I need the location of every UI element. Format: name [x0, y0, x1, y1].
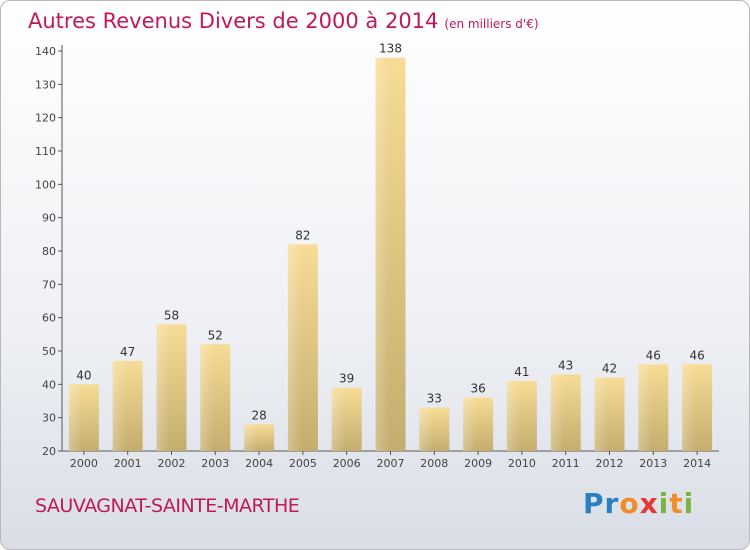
y-tick-label: 90: [42, 212, 56, 225]
chart-title: Autres Revenus Divers de 2000 à 2014 (en …: [28, 9, 539, 33]
y-tick-label: 30: [42, 412, 56, 425]
x-tick-label: 2002: [158, 457, 186, 470]
data-label: 46: [689, 348, 704, 362]
bar-highlight: [331, 387, 346, 451]
logo-letter: r: [604, 487, 620, 520]
bar-highlight: [68, 384, 83, 451]
x-tick-label: 2004: [245, 457, 273, 470]
x-tick-label: 2007: [377, 457, 405, 470]
x-tick-label: 2003: [201, 457, 229, 470]
logo-letter: i: [658, 487, 670, 520]
x-tick-label: 2014: [683, 457, 711, 470]
bar-highlight: [682, 364, 696, 451]
y-tick-label: 20: [42, 445, 56, 458]
data-label: 138: [379, 42, 402, 56]
bar-highlight: [375, 57, 389, 452]
logo-letter: t: [669, 487, 684, 520]
bar-highlight: [638, 364, 652, 451]
logo-letter: x: [639, 487, 659, 520]
bar-highlight: [200, 344, 214, 451]
y-tick-label: 140: [35, 45, 56, 58]
bar-highlight: [156, 324, 170, 451]
x-tick-label: 2000: [70, 457, 98, 470]
data-label: 43: [558, 358, 573, 372]
y-tick-label: 40: [42, 378, 56, 391]
x-tick-label: 2013: [639, 457, 667, 470]
bar-highlight: [506, 381, 521, 451]
y-tick-label: 50: [42, 345, 56, 358]
proxiti-logo: Proxiti: [583, 487, 694, 520]
data-label: 33: [427, 392, 442, 406]
logo-letter: i: [683, 487, 695, 520]
y-tick-label: 130: [35, 78, 56, 91]
y-tick-label: 80: [42, 245, 56, 258]
commune-name: SAUVAGNAT-SAINTE-MARTHE: [35, 495, 300, 517]
data-label: 52: [208, 328, 223, 342]
chart-title-text: Autres Revenus Divers de 2000 à 2014: [28, 9, 439, 33]
x-tick-label: 2006: [333, 457, 361, 470]
x-tick-label: 2012: [596, 457, 624, 470]
x-tick-label: 2009: [464, 457, 492, 470]
bar-highlight: [463, 397, 477, 451]
bar-highlight: [594, 377, 608, 451]
bar-highlight: [287, 244, 302, 451]
x-tick-label: 2011: [552, 457, 580, 470]
logo-letter: o: [619, 487, 640, 520]
x-tick-label: 2005: [289, 457, 317, 470]
data-label: 36: [470, 382, 485, 396]
bar-highlight: [112, 361, 127, 451]
data-label: 58: [164, 308, 179, 322]
bar-highlight: [419, 407, 433, 451]
data-label: 42: [602, 362, 617, 376]
y-tick-label: 60: [42, 312, 56, 325]
data-label: 39: [339, 372, 354, 386]
data-label: 40: [76, 368, 91, 382]
data-label: 41: [514, 365, 529, 379]
y-tick-label: 100: [35, 178, 56, 191]
data-label: 82: [295, 228, 310, 242]
y-tick-label: 110: [35, 145, 56, 158]
x-tick-label: 2008: [420, 457, 448, 470]
data-label: 28: [251, 408, 266, 422]
bar-highlight: [244, 424, 258, 451]
data-label: 46: [646, 348, 661, 362]
x-tick-label: 2010: [508, 457, 536, 470]
y-tick-label: 120: [35, 112, 56, 125]
unit-label: (en milliers d'€): [444, 17, 539, 31]
x-tick-label: 2001: [114, 457, 142, 470]
data-label: 47: [120, 345, 135, 359]
logo-letter: P: [583, 487, 605, 520]
bar-highlight: [550, 374, 565, 451]
y-tick-label: 70: [42, 278, 56, 291]
